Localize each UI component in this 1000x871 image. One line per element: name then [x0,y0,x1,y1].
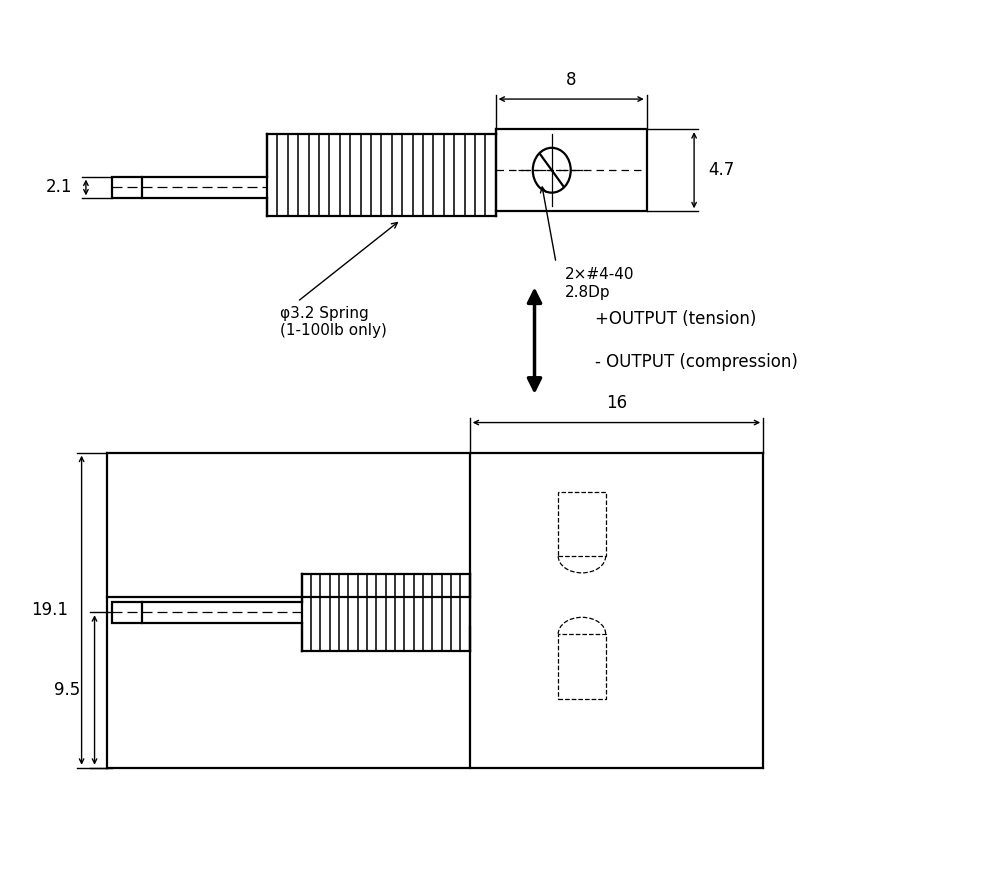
Text: 19.1: 19.1 [31,601,68,619]
Text: +OUTPUT (tension): +OUTPUT (tension) [595,310,756,328]
Text: 16: 16 [606,395,627,412]
Bar [558,491,606,557]
Bar [496,129,647,211]
Text: φ3.2 Spring
(1-100lb only): φ3.2 Spring (1-100lb only) [280,306,387,339]
Text: 9.5: 9.5 [54,681,81,699]
Text: - OUTPUT (compression): - OUTPUT (compression) [595,353,798,371]
Text: 4.7: 4.7 [708,161,734,179]
Text: 2×#4-40
2.8Dp: 2×#4-40 2.8Dp [565,267,634,300]
Bar [112,602,142,623]
Bar [112,177,142,199]
Bar [558,634,606,699]
Text: 8: 8 [566,71,576,89]
Text: 2.1: 2.1 [46,179,72,197]
